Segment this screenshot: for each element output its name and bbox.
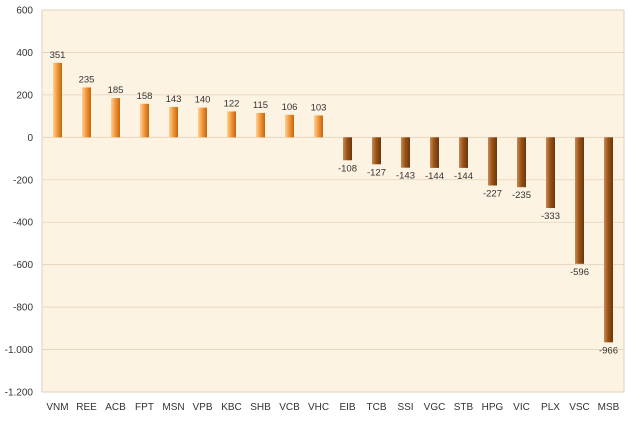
data-label-ree: 235	[79, 74, 95, 85]
bar-fpt	[140, 103, 149, 138]
bar-vic	[517, 137, 526, 188]
category-label-kbc: KBC	[221, 402, 242, 413]
data-label-msb: -966	[599, 345, 618, 356]
data-labels: 351 235 185 158 143 140 122 115 106 103 -108 -127 -1…	[50, 50, 618, 356]
y-axis-tick-labels: 600 400 200 0 -200 -400 -600 -800 -1.000 -1.200	[5, 6, 34, 399]
data-label-acb: 185	[108, 85, 124, 96]
category-label-msb: MSB	[598, 402, 620, 413]
bar-msn	[169, 106, 178, 138]
category-label-tcb: TCB	[367, 402, 387, 413]
category-label-ssi: SSI	[397, 402, 413, 413]
category-label-hpg: HPG	[482, 402, 504, 413]
bar-vgc	[430, 137, 439, 168]
data-label-stb: -144	[454, 171, 473, 182]
data-label-vnm: 351	[50, 50, 66, 61]
category-label-ree: REE	[76, 402, 97, 413]
y-tick-label: -1.000	[5, 345, 34, 356]
data-label-msn: 143	[166, 94, 182, 105]
category-label-fpt: FPT	[135, 402, 154, 413]
category-label-shb: SHB	[250, 402, 271, 413]
data-label-eib: -108	[338, 163, 357, 174]
category-label-vic: VIC	[513, 402, 530, 413]
data-label-vgc: -144	[425, 171, 444, 182]
y-tick-label: -1.200	[5, 388, 34, 399]
data-label-shb: 115	[253, 100, 268, 111]
bar-hpg	[488, 137, 497, 186]
category-label-plx: PLX	[541, 402, 560, 413]
y-tick-label: -600	[13, 260, 33, 271]
data-label-tcb: -127	[367, 167, 386, 178]
y-tick-label: -400	[13, 218, 33, 229]
y-tick-label: -200	[13, 175, 33, 186]
data-label-kbc: 122	[224, 98, 240, 109]
x-axis-category-labels: VNM REE ACB FPT MSN VPB KBC SHB VCB VHC EIB TCB SSI V…	[46, 402, 619, 413]
bar-tcb	[372, 137, 381, 165]
category-label-msn: MSN	[162, 402, 184, 413]
data-label-vsc: -596	[570, 267, 589, 278]
y-tick-label: -800	[13, 303, 33, 314]
data-label-vhc: 103	[311, 102, 327, 113]
bar-vsc	[575, 137, 584, 264]
data-label-fpt: 158	[137, 91, 153, 102]
category-label-acb: ACB	[105, 402, 126, 413]
category-label-vsc: VSC	[569, 402, 590, 413]
category-label-stb: STB	[454, 402, 474, 413]
data-label-hpg: -227	[483, 189, 502, 200]
category-label-eib: EIB	[339, 402, 355, 413]
data-label-vic: -235	[512, 190, 531, 201]
y-tick-label: 600	[16, 6, 33, 17]
bar-shb	[256, 112, 265, 138]
category-label-vpb: VPB	[192, 402, 212, 413]
bars	[53, 62, 613, 343]
bar-kbc	[227, 111, 236, 138]
y-tick-label: 200	[16, 90, 33, 101]
data-label-vcb: 106	[282, 102, 298, 113]
data-label-ssi: -143	[396, 171, 415, 182]
bar-eib	[343, 137, 352, 161]
category-label-vhc: VHC	[308, 402, 329, 413]
bar-plx	[546, 137, 555, 209]
bar-ree	[82, 87, 91, 138]
data-label-vpb: 140	[195, 95, 211, 106]
bar-stb	[459, 137, 468, 168]
bar-vhc	[314, 115, 323, 138]
category-label-vgc: VGC	[424, 402, 446, 413]
bar-ssi	[401, 137, 410, 168]
y-tick-label: 400	[16, 48, 33, 59]
bar-acb	[111, 98, 120, 138]
data-label-plx: -333	[541, 211, 560, 222]
bar-vnm	[53, 62, 62, 138]
plot-area	[41, 9, 625, 393]
category-label-vcb: VCB	[279, 402, 300, 413]
gridlines	[42, 9, 624, 393]
category-label-vnm: VNM	[46, 402, 68, 413]
bar-msb	[604, 137, 613, 343]
bar-vcb	[285, 114, 294, 138]
bar-vpb	[198, 107, 207, 138]
y-tick-label: 0	[27, 133, 33, 144]
